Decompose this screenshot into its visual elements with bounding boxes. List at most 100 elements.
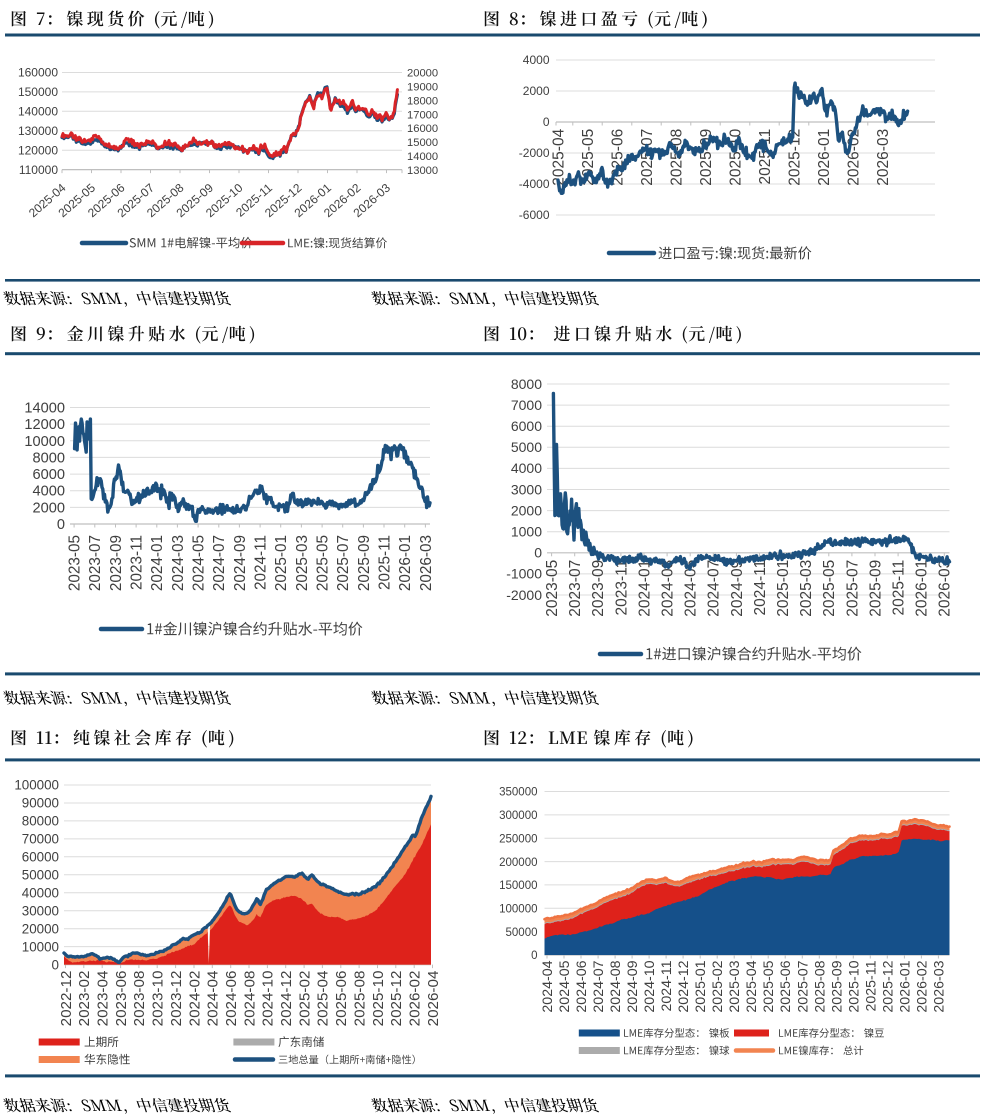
svg-text:120000: 120000 — [18, 143, 58, 157]
svg-text:6000: 6000 — [511, 418, 542, 434]
svg-text:2025-12: 2025-12 — [880, 960, 896, 1012]
svg-text:2024-07: 2024-07 — [706, 560, 723, 617]
svg-text:14000: 14000 — [24, 401, 65, 417]
svg-text:2023-10: 2023-10 — [150, 971, 167, 1027]
svg-text:2025-01: 2025-01 — [775, 560, 792, 617]
svg-text:140000: 140000 — [18, 105, 58, 119]
svg-text:2024-09: 2024-09 — [232, 535, 249, 591]
svg-text:2025-05: 2025-05 — [580, 129, 597, 186]
svg-text:15000: 15000 — [407, 137, 438, 149]
svg-text:250000: 250000 — [499, 833, 537, 845]
svg-text:2023-05: 2023-05 — [67, 535, 84, 591]
svg-text:3000: 3000 — [511, 481, 542, 497]
svg-text:2025-11: 2025-11 — [376, 535, 393, 590]
svg-text:2024-11: 2024-11 — [752, 560, 769, 616]
svg-text:0: 0 — [531, 950, 537, 962]
svg-text:20000: 20000 — [22, 921, 59, 936]
svg-text:2025-11: 2025-11 — [863, 960, 879, 1011]
svg-text:100000: 100000 — [14, 778, 59, 793]
svg-text:12000: 12000 — [24, 417, 65, 433]
svg-text:2023-04: 2023-04 — [95, 971, 112, 1027]
svg-text:6000: 6000 — [33, 467, 65, 483]
svg-text:2024-03: 2024-03 — [660, 560, 677, 617]
svg-text:2024-11: 2024-11 — [253, 535, 270, 590]
svg-text:2025-03: 2025-03 — [727, 960, 743, 1012]
svg-text:8000: 8000 — [511, 376, 542, 392]
svg-text:2023-05: 2023-05 — [544, 560, 561, 617]
svg-text:2025-07: 2025-07 — [639, 129, 656, 186]
svg-text:130000: 130000 — [18, 124, 58, 138]
svg-text:2025-07: 2025-07 — [844, 560, 861, 617]
svg-text:50000: 50000 — [22, 868, 59, 883]
svg-text:2024-09: 2024-09 — [625, 960, 641, 1012]
svg-text:4000: 4000 — [523, 53, 550, 67]
svg-text:2025-02: 2025-02 — [710, 960, 726, 1012]
svg-text:2023-09: 2023-09 — [590, 560, 607, 617]
svg-text:2024-08: 2024-08 — [608, 960, 624, 1012]
svg-text:2025-07: 2025-07 — [335, 535, 352, 591]
svg-text:17000: 17000 — [407, 109, 438, 121]
svg-text:2025-06: 2025-06 — [333, 971, 350, 1027]
svg-text:2025-01: 2025-01 — [693, 960, 709, 1012]
svg-text:2024-05: 2024-05 — [683, 560, 700, 617]
svg-text:14000: 14000 — [407, 151, 438, 163]
svg-text:2023-07: 2023-07 — [87, 535, 104, 591]
svg-text:2024-10: 2024-10 — [642, 960, 658, 1012]
svg-text:2025-10: 2025-10 — [370, 971, 387, 1027]
svg-text:30000: 30000 — [22, 903, 59, 918]
svg-text:70000: 70000 — [22, 832, 59, 847]
svg-text:2025-01: 2025-01 — [273, 535, 290, 591]
svg-text:0: 0 — [52, 957, 59, 972]
svg-text:2026-03: 2026-03 — [418, 535, 435, 591]
svg-text:2024-12: 2024-12 — [676, 960, 692, 1012]
svg-text:5000: 5000 — [511, 439, 542, 455]
svg-text:2025-03: 2025-03 — [294, 535, 311, 591]
svg-text:40000: 40000 — [22, 886, 59, 901]
svg-text:2026-03: 2026-03 — [875, 129, 892, 186]
svg-text:2025-08: 2025-08 — [668, 129, 685, 186]
svg-text:2025-02: 2025-02 — [296, 971, 313, 1027]
svg-text:2026-01: 2026-01 — [816, 129, 833, 186]
svg-text:19000: 19000 — [407, 82, 438, 94]
svg-text:18000: 18000 — [407, 95, 438, 107]
svg-text:2025-05: 2025-05 — [315, 535, 332, 591]
svg-text:2024-09: 2024-09 — [729, 560, 746, 617]
svg-text:10000: 10000 — [24, 434, 65, 450]
svg-text:2026-01: 2026-01 — [397, 535, 414, 591]
svg-text:2025-05: 2025-05 — [761, 960, 777, 1012]
svg-text:2000: 2000 — [511, 502, 542, 518]
svg-text:-4000: -4000 — [519, 177, 550, 191]
svg-text:2024-10: 2024-10 — [260, 971, 277, 1027]
svg-text:2025-08: 2025-08 — [351, 971, 368, 1027]
svg-text:2026-01: 2026-01 — [897, 960, 913, 1012]
svg-text:150000: 150000 — [499, 880, 537, 892]
svg-text:2026-02: 2026-02 — [845, 129, 862, 186]
svg-text:16000: 16000 — [407, 123, 438, 135]
svg-text:50000: 50000 — [506, 927, 538, 939]
svg-text:2025-10: 2025-10 — [727, 128, 744, 185]
svg-text:2025-08: 2025-08 — [812, 960, 828, 1012]
svg-text:2022-12: 2022-12 — [58, 971, 75, 1027]
svg-text:2023-11: 2023-11 — [129, 535, 146, 590]
svg-text:4000: 4000 — [511, 460, 542, 476]
svg-text:20000: 20000 — [407, 68, 438, 80]
svg-text:90000: 90000 — [22, 796, 59, 811]
svg-text:2023-02: 2023-02 — [76, 971, 93, 1027]
svg-text:2024-04: 2024-04 — [205, 971, 222, 1027]
svg-text:0: 0 — [57, 517, 65, 533]
svg-text:2025-09: 2025-09 — [867, 560, 884, 617]
svg-text:2023-07: 2023-07 — [567, 560, 584, 617]
svg-text:2025-05: 2025-05 — [821, 560, 838, 617]
svg-text:2026-04: 2026-04 — [425, 971, 442, 1027]
svg-text:2025-09: 2025-09 — [829, 960, 845, 1012]
svg-text:-2000: -2000 — [519, 146, 550, 160]
svg-text:110000: 110000 — [19, 163, 58, 177]
svg-text:2024-11: 2024-11 — [659, 960, 675, 1011]
svg-text:2026-03: 2026-03 — [931, 960, 947, 1012]
svg-text:160000: 160000 — [18, 66, 58, 80]
svg-text:1000: 1000 — [511, 524, 542, 540]
svg-text:8000: 8000 — [33, 450, 65, 466]
svg-text:2024-06: 2024-06 — [574, 960, 590, 1012]
svg-text:2025-04: 2025-04 — [744, 960, 760, 1012]
svg-text:100000: 100000 — [499, 904, 537, 916]
